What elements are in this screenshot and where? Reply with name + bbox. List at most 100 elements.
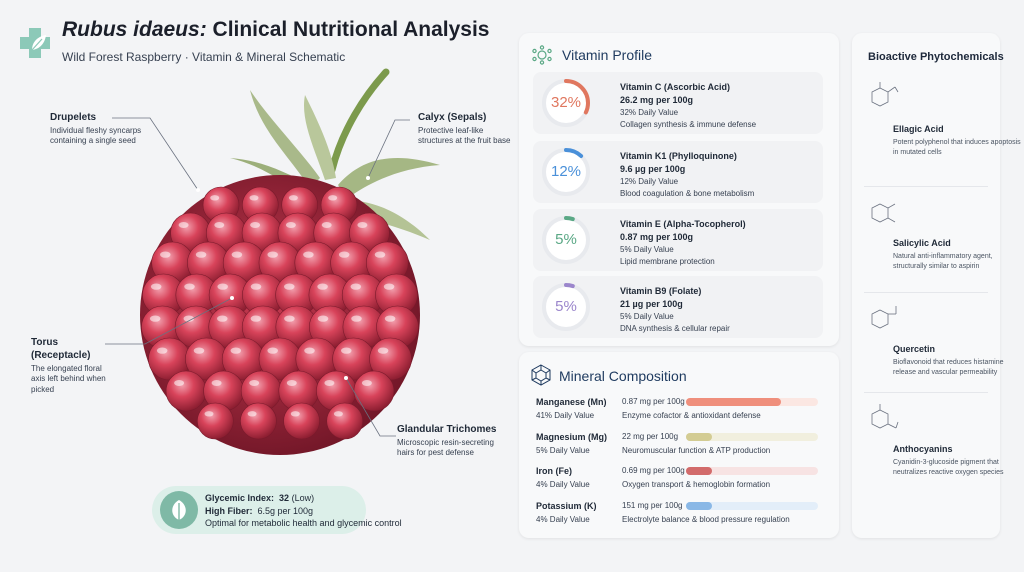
drupelet bbox=[197, 402, 234, 440]
vitamin-daily-value: 12% Daily Value bbox=[620, 177, 679, 187]
vitamin-percent: 32% bbox=[550, 94, 582, 111]
mineral-role: Electrolyte balance & blood pressure reg… bbox=[622, 515, 790, 524]
mineral-role: Oxygen transport & hemoglobin formation bbox=[622, 480, 771, 489]
mineral-daily-value: 4% Daily Value bbox=[536, 480, 590, 489]
vitamin-details: Vitamin K1 (Phylloquinone) 9.6 µg per 100… bbox=[620, 150, 754, 199]
drupelet-highlight bbox=[267, 347, 278, 354]
mineral-label: Iron (Fe) 4% Daily Value bbox=[536, 466, 590, 489]
drupelet-highlight bbox=[350, 283, 362, 290]
drupelet-highlight bbox=[284, 283, 295, 290]
phytochemical-item: Ellagic Acid Potent polyphenol that induc… bbox=[893, 124, 1024, 158]
vitamin-name: Vitamin B9 (Folate) bbox=[620, 286, 702, 296]
drupelet-highlight bbox=[317, 283, 328, 290]
mineral-bar-track bbox=[686, 467, 818, 475]
mineral-bar-fill bbox=[686, 433, 713, 441]
vitamin-role: Lipid membrane protection bbox=[620, 256, 715, 266]
mineral-bar-fill bbox=[686, 467, 713, 475]
drupelet-highlight bbox=[247, 411, 257, 417]
vitamin-percent: 12% bbox=[550, 163, 582, 180]
mineral-label: Manganese (Mn) 41% Daily Value bbox=[536, 397, 607, 420]
health-cross-leaf-icon bbox=[20, 28, 50, 58]
glycemic-text: Glycemic Index: 32 (Low) High Fiber: 6.5… bbox=[205, 493, 402, 529]
vitamin-role: DNA synthesis & cellular repair bbox=[620, 323, 730, 333]
drupelet-highlight bbox=[249, 195, 259, 201]
drupelet-highlight bbox=[249, 380, 260, 386]
mineral-name: Potassium (K) bbox=[536, 501, 597, 511]
drupelet-highlight bbox=[250, 222, 261, 228]
vitamin-progress-ring bbox=[542, 216, 590, 264]
drupelet-highlight bbox=[324, 380, 335, 386]
drupelet-highlight bbox=[361, 380, 372, 386]
mineral-daily-value: 5% Daily Value bbox=[536, 446, 590, 455]
vitamin-role: Blood coagulation & bone metabolism bbox=[620, 188, 755, 198]
drupelet-highlight bbox=[321, 222, 332, 228]
drupelet-highlight bbox=[285, 222, 296, 228]
ring-fill bbox=[542, 79, 590, 127]
mineral-details: 0.87 mg per 100g Enzyme cofactor & antiox… bbox=[622, 397, 761, 420]
drupelet-highlight bbox=[341, 347, 352, 354]
ring-fill bbox=[542, 283, 590, 331]
divider bbox=[864, 392, 988, 393]
mineral-bar-fill bbox=[686, 398, 782, 406]
mineral-role: Enzyme cofactor & antioxidant defense bbox=[622, 411, 761, 420]
phytochemical-desc: Potent polyphenol that induces apoptosis… bbox=[893, 139, 1021, 156]
drupelet-highlight bbox=[338, 251, 350, 258]
drupelet-highlight bbox=[357, 222, 368, 228]
mineral-name: Magnesium (Mg) bbox=[536, 432, 607, 442]
drupelet-highlight bbox=[160, 251, 171, 258]
vitamin-name: Vitamin K1 (Phylloquinone) bbox=[620, 151, 737, 161]
drupelet-highlight bbox=[211, 380, 222, 386]
drupelet-highlight bbox=[195, 251, 207, 258]
drupelet-highlight bbox=[156, 347, 168, 354]
drupelet-highlight bbox=[214, 222, 225, 228]
drupelet-highlight bbox=[267, 251, 278, 258]
drupelet-highlight bbox=[150, 283, 162, 290]
vitamin-daily-value: 5% Daily Value bbox=[620, 245, 674, 255]
vitamin-details: Vitamin C (Ascorbic Acid) 26.2 mg per 100… bbox=[620, 81, 756, 130]
ring-fill bbox=[542, 216, 590, 264]
drupelet-highlight bbox=[288, 195, 298, 201]
drupelet bbox=[283, 402, 320, 440]
phytochemicals-panel bbox=[852, 33, 1000, 538]
phytochemical-item: Quercetin Bioflavonoid that reduces hista… bbox=[893, 344, 1024, 378]
raspberry-illustration bbox=[140, 68, 440, 455]
page-title: Rubus idaeus: Clinical Nutritional Analy… bbox=[62, 18, 490, 41]
callout-torus: Torus (Receptacle) The elongated floral … bbox=[31, 337, 106, 394]
mineral-amount: 151 mg per 100g bbox=[622, 501, 683, 510]
vitamin-amount: 26.2 mg per 100g bbox=[620, 95, 694, 106]
crystal-lattice-icon bbox=[531, 364, 551, 386]
drupelet-highlight bbox=[333, 411, 343, 417]
divider bbox=[864, 186, 988, 187]
drupelet-highlight bbox=[304, 347, 315, 354]
vitamin-progress-ring bbox=[542, 148, 590, 196]
drupelet-highlight bbox=[384, 315, 396, 322]
drupelet-highlight bbox=[286, 380, 297, 386]
vitamin-amount: 0.87 mg per 100g bbox=[620, 232, 694, 243]
vitamin-details: Vitamin E (Alpha-Tocopherol) 0.87 mg per … bbox=[620, 218, 746, 267]
molecule-structure-icon bbox=[871, 404, 899, 429]
drupelet-highlight bbox=[184, 283, 195, 290]
divider bbox=[864, 292, 988, 293]
phytochemicals-panel-title: Bioactive Phytochemicals bbox=[868, 51, 1004, 63]
mineral-label: Potassium (K) 4% Daily Value bbox=[536, 501, 597, 524]
mineral-daily-value: 41% Daily Value bbox=[536, 411, 595, 420]
vitamin-daily-value: 5% Daily Value bbox=[620, 312, 674, 322]
phytochemical-desc: Bioflavonoid that reduces histamine rele… bbox=[893, 359, 1004, 376]
drupelet-highlight bbox=[204, 411, 214, 417]
mineral-daily-value: 4% Daily Value bbox=[536, 515, 590, 524]
leaf-icon bbox=[160, 491, 198, 529]
mineral-details: 22 mg per 100g Neuromuscular function & A… bbox=[622, 432, 770, 455]
drupelet-highlight bbox=[183, 315, 195, 322]
drupelet-highlight bbox=[230, 347, 242, 354]
mineral-bar-fill bbox=[686, 502, 713, 510]
drupelet-highlight bbox=[250, 315, 262, 322]
mineral-bar-track bbox=[686, 433, 818, 441]
mineral-details: 0.69 mg per 100g Oxygen transport & hemog… bbox=[622, 466, 770, 489]
phytochemical-desc: Natural anti-inflammatory agent, structu… bbox=[893, 253, 993, 270]
vitamin-name: Vitamin C (Ascorbic Acid) bbox=[620, 82, 731, 92]
vitamin-percent: 5% bbox=[555, 231, 577, 248]
drupelet-highlight bbox=[250, 283, 262, 290]
drupelet-highlight bbox=[193, 347, 205, 354]
mineral-amount: 0.69 mg per 100g bbox=[622, 466, 685, 475]
drupelet bbox=[165, 370, 207, 412]
